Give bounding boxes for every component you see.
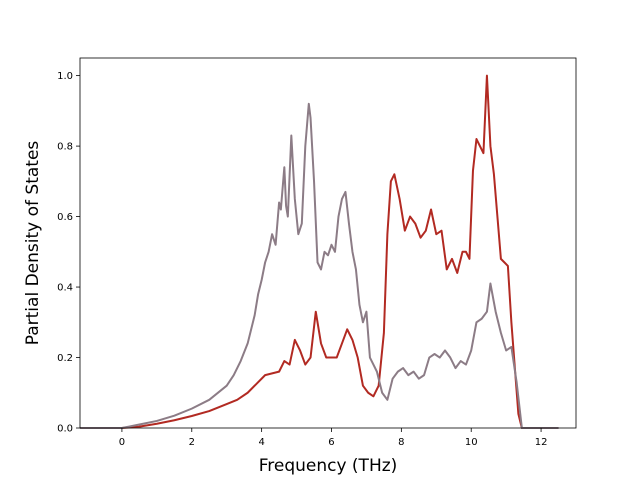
y-tick-label: 0.8 <box>57 142 73 153</box>
y-tick-label: 0.6 <box>57 212 73 223</box>
x-tick-label: 2 <box>189 437 195 448</box>
series-line-1 <box>80 74 559 429</box>
x-axis-ticks: 0 2 4 6 8 10 12 <box>119 428 548 448</box>
x-tick-label: 10 <box>465 437 478 448</box>
x-tick-label: 0 <box>119 437 125 448</box>
y-tick-label: 0.4 <box>57 283 73 294</box>
y-tick-label: 1.0 <box>57 71 73 82</box>
x-tick-label: 12 <box>535 437 548 448</box>
series-line-2 <box>80 102 559 429</box>
plot-frame <box>79 57 577 429</box>
x-axis-label: Frequency (THz) <box>259 456 398 476</box>
y-axis-label: Partial Density of States <box>23 141 43 346</box>
x-tick-label: 6 <box>328 437 334 448</box>
series-layer <box>80 74 559 429</box>
x-tick-label: 4 <box>258 437 264 448</box>
y-axis-ticks: 0.0 0.2 0.4 0.6 0.8 1.0 <box>57 71 80 435</box>
x-tick-label: 8 <box>398 437 404 448</box>
plot-area <box>80 58 576 428</box>
y-tick-label: 0.0 <box>57 424 73 435</box>
y-tick-label: 0.2 <box>57 353 73 364</box>
